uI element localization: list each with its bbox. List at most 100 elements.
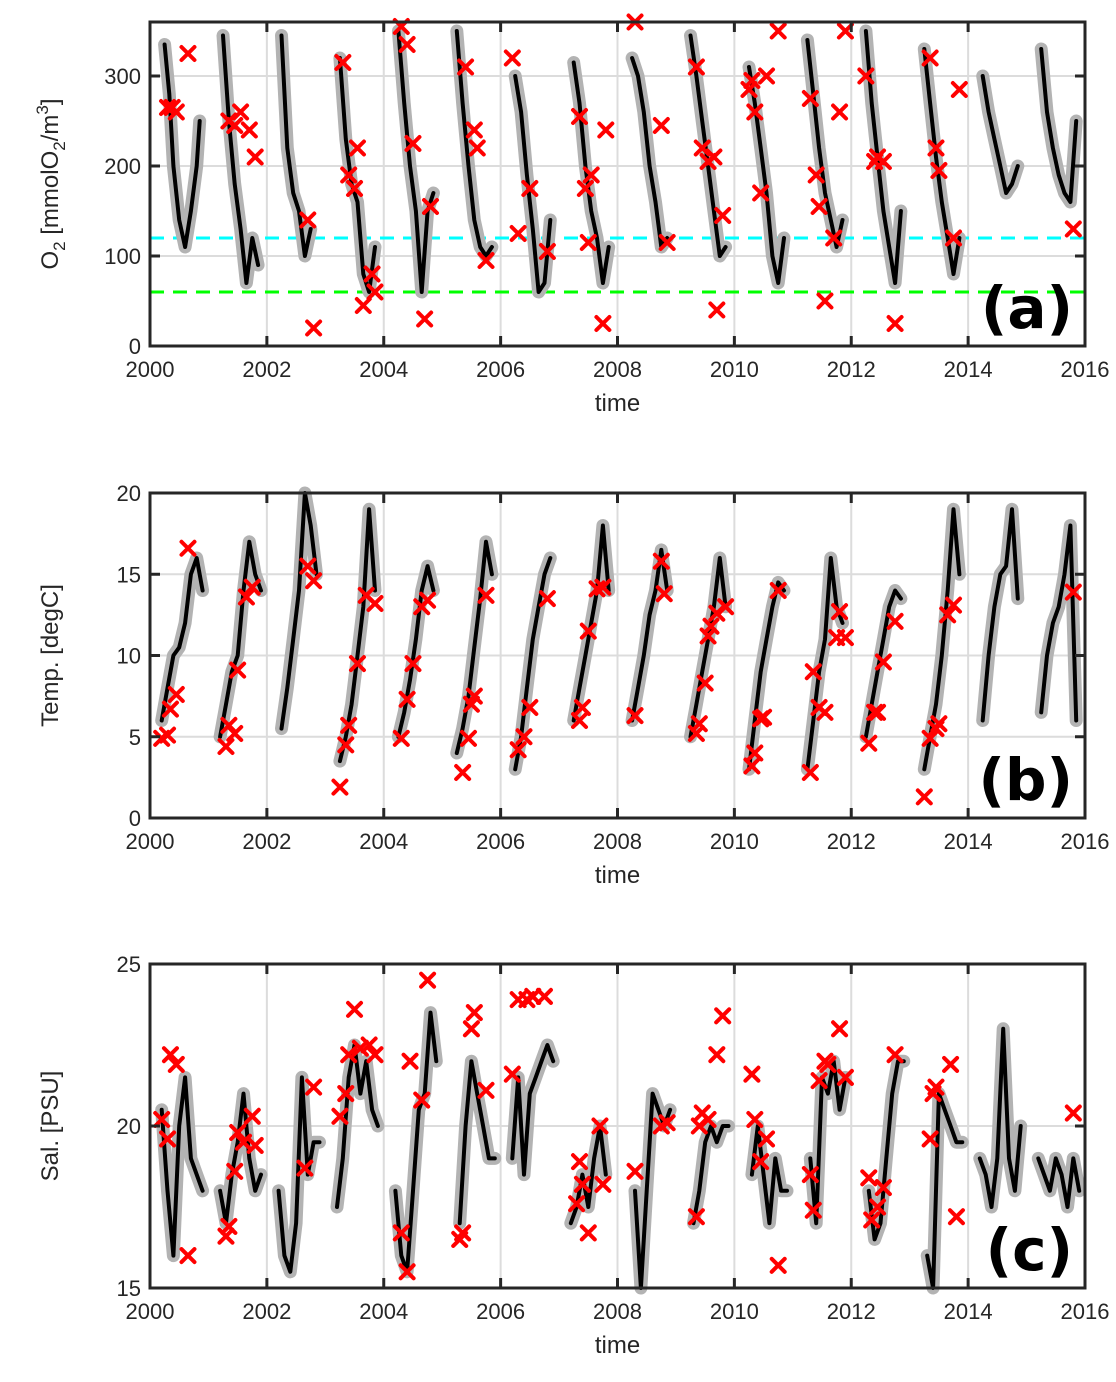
observation-point bbox=[836, 629, 854, 647]
observation-point bbox=[921, 729, 939, 747]
observation-point bbox=[573, 699, 591, 716]
observation-point bbox=[658, 234, 676, 251]
observation-point bbox=[746, 103, 764, 121]
observation-point bbox=[708, 301, 726, 319]
observation-point bbox=[950, 81, 968, 98]
observation-point bbox=[699, 1111, 717, 1129]
observation-point bbox=[220, 1217, 238, 1235]
observation-point bbox=[930, 162, 948, 179]
observation-point bbox=[179, 539, 197, 557]
x-tick-label: 2008 bbox=[593, 1299, 642, 1324]
y-axis-label-subscript: 2 bbox=[50, 241, 69, 250]
observation-point bbox=[746, 1111, 764, 1129]
model-line-14 bbox=[977, 1026, 1023, 1209]
y-tick-label: 5 bbox=[129, 725, 141, 750]
observation-point bbox=[810, 1072, 828, 1090]
observation-point bbox=[305, 1078, 323, 1096]
model-line-6 bbox=[510, 1043, 556, 1177]
observation-point bbox=[246, 148, 264, 166]
observation-point bbox=[398, 690, 416, 708]
observation-point bbox=[626, 707, 644, 725]
model-line-9 bbox=[688, 33, 728, 258]
observation-point bbox=[860, 734, 878, 752]
observation-point bbox=[459, 729, 477, 747]
observation-point bbox=[538, 590, 556, 608]
model-line-14 bbox=[980, 74, 1020, 195]
observation-point bbox=[229, 661, 247, 679]
observation-point bbox=[801, 1166, 819, 1184]
observation-point bbox=[579, 234, 597, 251]
observation-point bbox=[337, 736, 355, 754]
x-tick-label: 2014 bbox=[944, 829, 993, 854]
x-tick-label: 2012 bbox=[827, 1299, 876, 1324]
model-line-11 bbox=[808, 1059, 848, 1226]
observation-point bbox=[927, 1078, 945, 1096]
model-line-4 bbox=[396, 564, 436, 739]
x-tick-label: 2006 bbox=[476, 1299, 525, 1324]
observation-point bbox=[246, 1136, 264, 1154]
observation-point bbox=[538, 243, 556, 260]
x-tick-label: 2016 bbox=[1061, 829, 1110, 854]
observation-point bbox=[366, 283, 384, 301]
y-axis-label: Sal. [PSU] bbox=[37, 1071, 64, 1182]
x-tick-label: 2008 bbox=[593, 829, 642, 854]
observation-point bbox=[1064, 1104, 1082, 1122]
observation-point bbox=[404, 655, 422, 673]
observation-point bbox=[652, 117, 670, 134]
observation-point bbox=[752, 184, 770, 202]
observation-point bbox=[454, 764, 472, 781]
x-tick-label: 2000 bbox=[126, 829, 175, 854]
observation-point bbox=[886, 1046, 904, 1064]
model-line-10 bbox=[747, 65, 786, 285]
model-line-10 bbox=[747, 580, 786, 772]
observation-point bbox=[869, 703, 887, 721]
observation-point bbox=[229, 1123, 247, 1141]
observation-point bbox=[702, 617, 720, 635]
observation-point bbox=[398, 36, 416, 53]
panel-label: (c) bbox=[986, 1216, 1073, 1284]
observation-point bbox=[392, 729, 410, 747]
x-tick-label: 2010 bbox=[710, 357, 759, 382]
x-tick-label: 2010 bbox=[710, 1299, 759, 1324]
observation-point bbox=[299, 211, 317, 229]
x-tick-label: 2012 bbox=[827, 357, 876, 382]
model-line-5 bbox=[454, 29, 494, 258]
observation-point bbox=[465, 121, 483, 139]
observation-point bbox=[503, 1065, 521, 1083]
observation-point bbox=[167, 1055, 185, 1073]
observation-point bbox=[579, 1224, 597, 1242]
model-line-10 bbox=[749, 1124, 789, 1226]
observation-point bbox=[571, 712, 589, 729]
observation-point bbox=[626, 1162, 644, 1180]
x-tick-label: 2012 bbox=[827, 829, 876, 854]
y-tick-label: 0 bbox=[129, 334, 141, 359]
observation-point bbox=[831, 103, 849, 121]
model-envelope-9 bbox=[687, 1119, 735, 1230]
observation-point bbox=[462, 1020, 480, 1038]
observation-point bbox=[161, 1046, 179, 1064]
observation-point bbox=[573, 1175, 591, 1193]
observation-point bbox=[232, 103, 250, 121]
model-line-13 bbox=[922, 47, 962, 276]
observation-point bbox=[579, 622, 597, 640]
observation-point bbox=[524, 987, 542, 1005]
observation-point bbox=[454, 1224, 472, 1242]
observation-point bbox=[594, 315, 612, 332]
observation-point bbox=[413, 1091, 431, 1109]
observation-point bbox=[714, 1007, 732, 1025]
observation-point bbox=[465, 687, 483, 705]
observation-point bbox=[305, 319, 323, 337]
observation-point bbox=[179, 1247, 197, 1265]
y-tick-label: 25 bbox=[117, 952, 141, 977]
model-line-0 bbox=[159, 556, 205, 723]
observation-point bbox=[334, 54, 352, 71]
observation-point bbox=[243, 1107, 261, 1125]
observation-point bbox=[226, 117, 244, 134]
observation-point bbox=[658, 1114, 676, 1132]
observation-point bbox=[348, 655, 366, 673]
observation-point bbox=[831, 603, 849, 621]
observation-point bbox=[571, 1153, 589, 1171]
panel-label: (a) bbox=[981, 274, 1073, 342]
panel-b: 2000 2002 2004 2006 2008 2010 2012 2014 2016 0 5 10… bbox=[37, 481, 1109, 889]
observation-point bbox=[705, 148, 723, 166]
